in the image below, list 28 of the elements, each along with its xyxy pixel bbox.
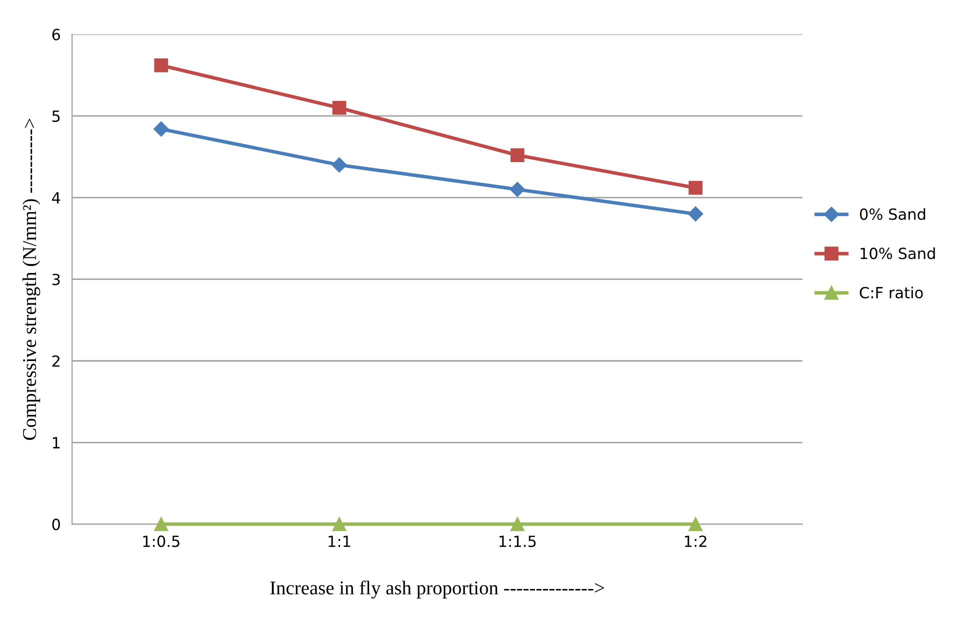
point: [154, 58, 168, 72]
y-tick-label: 3: [52, 274, 60, 286]
legend-label: C:F ratio: [860, 286, 923, 298]
point: [510, 182, 525, 198]
point: [332, 100, 346, 115]
y-tick-label: 4: [52, 192, 60, 204]
x-axis-title: Increase in fly ash proportion -------------->: [270, 580, 604, 598]
y-axis-title: Compressive strength (N/mm²) ---------->: [22, 118, 40, 440]
legend-label: 10% Sand: [860, 247, 935, 260]
y-tick-label: 5: [52, 110, 60, 122]
point: [154, 121, 169, 137]
point: [510, 517, 524, 532]
point: [688, 517, 702, 532]
y-tick-label: 0: [52, 518, 60, 530]
x-tick-label: 1:0.5: [143, 536, 180, 548]
point: [688, 206, 704, 222]
x-tick-label: 1:1: [328, 536, 350, 547]
point: [510, 148, 524, 162]
point: [688, 180, 702, 195]
point: [332, 517, 346, 532]
x-tick-label: 1:2: [684, 536, 706, 547]
point: [154, 517, 168, 532]
point: [332, 157, 347, 173]
y-tick-label: 6: [52, 28, 60, 40]
legend-label: 0% Sand: [860, 208, 926, 220]
y-tick-label: 2: [52, 355, 60, 367]
x-tick-label: 1:1.5: [500, 536, 536, 548]
y-tick-label: 1: [52, 437, 60, 448]
